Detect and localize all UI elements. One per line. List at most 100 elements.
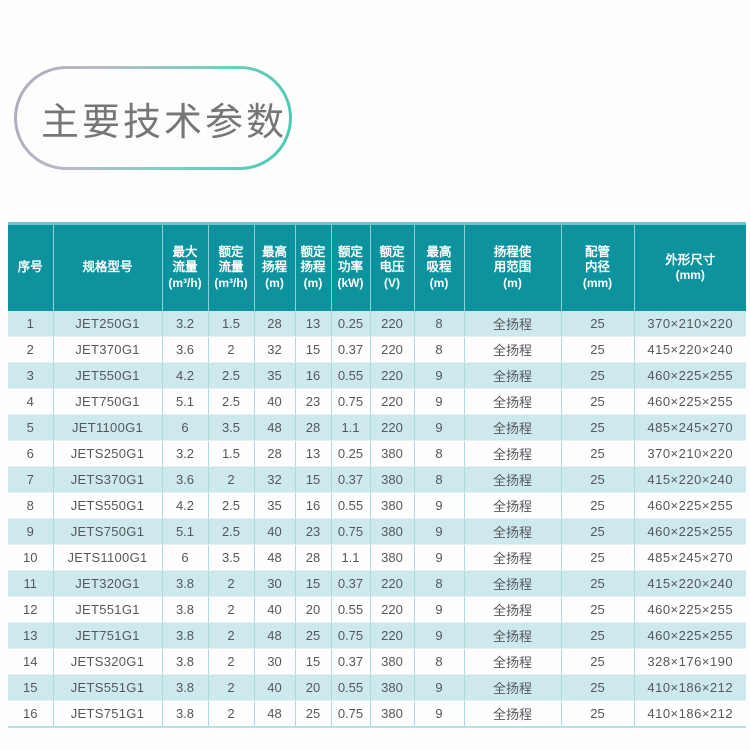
cell-model: JETS751G1 (53, 700, 163, 728)
cell-rated-head: 28 (295, 544, 332, 571)
cell-max-flow: 3.8 (162, 596, 209, 623)
cell-rated-head: 15 (295, 648, 332, 675)
cell-rated-voltage: 380 (370, 544, 415, 571)
cell-index: 16 (8, 700, 54, 728)
cell-rated-flow: 2 (208, 336, 255, 363)
cell-max-suction: 9 (414, 674, 465, 701)
cell-head-range: 全扬程 (464, 596, 562, 623)
cell-head-range: 全扬程 (464, 544, 562, 571)
cell-pipe-diameter: 25 (561, 310, 635, 337)
spec-table-body: 1 JET250G1 3.2 1.5 28 13 0.25 220 8 全扬程 25 370×210×… (8, 310, 746, 728)
table-row: 16 JETS751G1 3.8 2 48 25 0.75 380 9 全扬程 25 410×186×… (8, 700, 746, 728)
cell-head-range: 全扬程 (464, 440, 562, 467)
cell-rated-voltage: 220 (370, 388, 415, 415)
cell-model: JET551G1 (53, 596, 163, 623)
cell-max-suction: 8 (414, 466, 465, 493)
cell-pipe-diameter: 25 (561, 388, 635, 415)
cell-rated-power: 0.37 (331, 466, 371, 493)
cell-rated-power: 0.55 (331, 492, 371, 519)
cell-dimensions: 460×225×255 (634, 596, 746, 623)
col-header-model: 规格型号 (53, 222, 163, 311)
cell-rated-voltage: 220 (370, 570, 415, 597)
cell-head-range: 全扬程 (464, 700, 562, 728)
cell-max-head: 48 (254, 700, 296, 728)
cell-rated-voltage: 220 (370, 622, 415, 649)
cell-rated-power: 0.25 (331, 440, 371, 467)
section-title-pill: 主要技术参数 (14, 66, 292, 170)
cell-model: JET320G1 (53, 570, 163, 597)
cell-rated-head: 23 (295, 518, 332, 545)
cell-index: 9 (8, 518, 54, 545)
cell-rated-voltage: 380 (370, 648, 415, 675)
cell-dimensions: 410×186×212 (634, 700, 746, 728)
table-row: 6 JETS250G1 3.2 1.5 28 13 0.25 380 8 全扬程 25 370×210… (8, 440, 746, 467)
cell-head-range: 全扬程 (464, 362, 562, 389)
cell-rated-flow: 2 (208, 622, 255, 649)
cell-dimensions: 460×225×255 (634, 492, 746, 519)
cell-rated-flow: 2.5 (208, 492, 255, 519)
cell-index: 5 (8, 414, 54, 441)
cell-pipe-diameter: 25 (561, 622, 635, 649)
cell-pipe-diameter: 25 (561, 336, 635, 363)
cell-dimensions: 415×220×240 (634, 336, 746, 363)
cell-model: JET250G1 (53, 310, 163, 337)
cell-pipe-diameter: 25 (561, 362, 635, 389)
cell-dimensions: 370×210×220 (634, 440, 746, 467)
cell-model: JET751G1 (53, 622, 163, 649)
col-header-max-head: 最高 扬程 (m) (254, 222, 296, 311)
cell-rated-power: 0.75 (331, 622, 371, 649)
cell-head-range: 全扬程 (464, 492, 562, 519)
cell-rated-power: 0.75 (331, 518, 371, 545)
cell-rated-flow: 2 (208, 596, 255, 623)
cell-rated-flow: 2 (208, 674, 255, 701)
cell-dimensions: 410×186×212 (634, 674, 746, 701)
cell-max-suction: 9 (414, 700, 465, 728)
cell-pipe-diameter: 25 (561, 596, 635, 623)
cell-rated-flow: 1.5 (208, 440, 255, 467)
table-row: 12 JET551G1 3.8 2 40 20 0.55 220 9 全扬程 25 460×225×2… (8, 596, 746, 623)
cell-rated-voltage: 380 (370, 492, 415, 519)
cell-index: 10 (8, 544, 54, 571)
cell-rated-power: 0.25 (331, 310, 371, 337)
cell-rated-flow: 2 (208, 648, 255, 675)
col-header-rated-head: 额定 扬程 (m) (295, 222, 332, 311)
table-row: 1 JET250G1 3.2 1.5 28 13 0.25 220 8 全扬程 25 370×210×… (8, 310, 746, 337)
cell-rated-head: 25 (295, 622, 332, 649)
cell-rated-voltage: 380 (370, 700, 415, 728)
cell-rated-flow: 2.5 (208, 362, 255, 389)
cell-dimensions: 460×225×255 (634, 622, 746, 649)
cell-rated-head: 20 (295, 674, 332, 701)
cell-max-head: 40 (254, 388, 296, 415)
cell-index: 4 (8, 388, 54, 415)
cell-max-head: 35 (254, 362, 296, 389)
cell-model: JETS250G1 (53, 440, 163, 467)
cell-pipe-diameter: 25 (561, 492, 635, 519)
cell-max-suction: 9 (414, 544, 465, 571)
cell-max-suction: 8 (414, 440, 465, 467)
cell-rated-voltage: 220 (370, 362, 415, 389)
table-row: 2 JET370G1 3.6 2 32 15 0.37 220 8 全扬程 25 415×220×24… (8, 336, 746, 363)
cell-max-flow: 3.2 (162, 440, 209, 467)
cell-max-head: 28 (254, 310, 296, 337)
cell-rated-voltage: 380 (370, 674, 415, 701)
cell-max-head: 40 (254, 518, 296, 545)
cell-max-suction: 9 (414, 492, 465, 519)
cell-index: 14 (8, 648, 54, 675)
cell-pipe-diameter: 25 (561, 700, 635, 728)
cell-dimensions: 415×220×240 (634, 570, 746, 597)
cell-model: JETS550G1 (53, 492, 163, 519)
cell-max-flow: 6 (162, 414, 209, 441)
cell-max-head: 35 (254, 492, 296, 519)
cell-max-head: 48 (254, 544, 296, 571)
table-row: 5 JET1100G1 6 3.5 48 28 1.1 220 9 全扬程 25 485×245×27… (8, 414, 746, 441)
col-header-head-range: 扬程使 用范围 (m) (464, 222, 562, 311)
cell-head-range: 全扬程 (464, 570, 562, 597)
cell-head-range: 全扬程 (464, 388, 562, 415)
cell-rated-voltage: 380 (370, 440, 415, 467)
cell-max-flow: 3.8 (162, 622, 209, 649)
col-header-rated-flow: 额定 流量 (m³/h) (208, 222, 255, 311)
cell-rated-power: 0.75 (331, 700, 371, 728)
cell-model: JETS750G1 (53, 518, 163, 545)
cell-pipe-diameter: 25 (561, 570, 635, 597)
cell-max-flow: 3.2 (162, 310, 209, 337)
